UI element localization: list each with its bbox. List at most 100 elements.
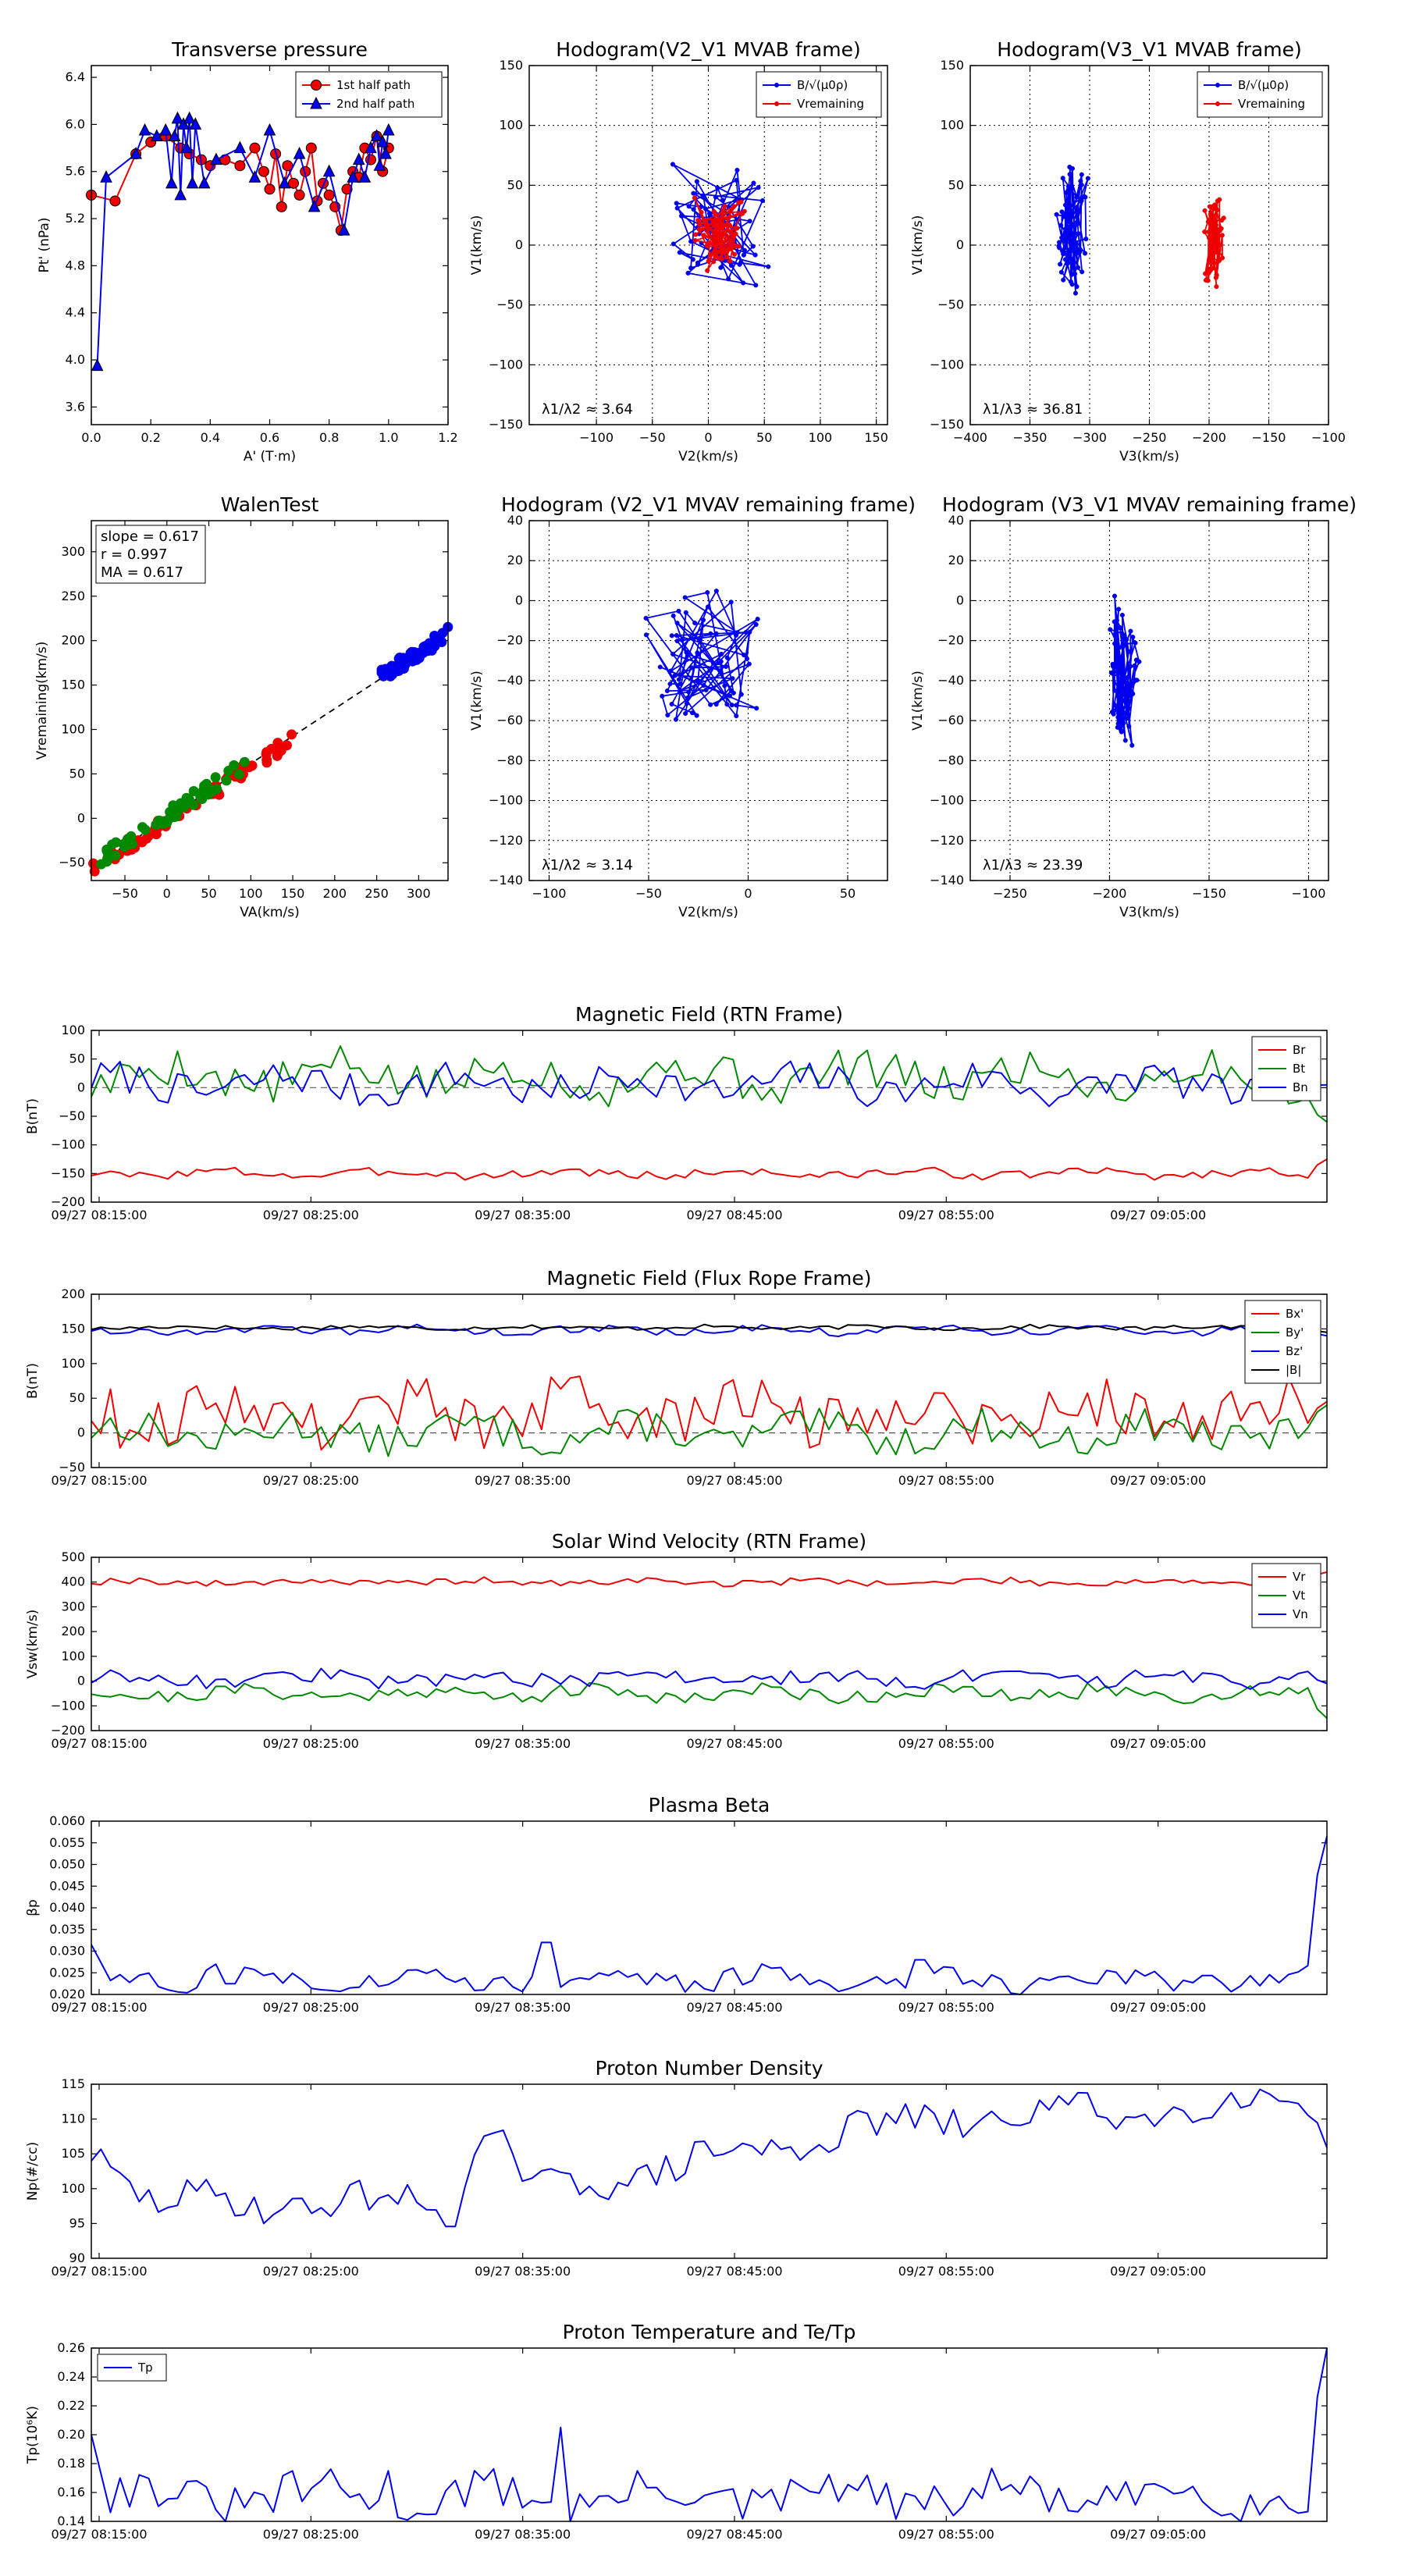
legend-entry: Bn [1293, 1080, 1308, 1094]
data-point [713, 212, 718, 217]
data-point [754, 706, 759, 711]
y-tick-label: −140 [930, 873, 964, 888]
data-point [1214, 272, 1219, 277]
x-tick-label: 0 [163, 886, 171, 901]
y-tick-label: −100 [489, 357, 523, 372]
data-point [1058, 269, 1064, 275]
y-tick-label: 100 [61, 1649, 85, 1663]
x-tick-label: 09/27 08:55:00 [898, 2264, 994, 2279]
data-point [168, 129, 181, 141]
chart-title: Magnetic Field (RTN Frame) [575, 1003, 843, 1026]
series-line [645, 590, 759, 720]
data-point [199, 781, 210, 792]
legend-marker [310, 96, 322, 109]
data-point [713, 253, 718, 258]
data-point [1216, 258, 1222, 264]
data-point [695, 262, 701, 267]
data-point [1202, 229, 1208, 234]
series-line [91, 1667, 1328, 1690]
data-point [1109, 710, 1115, 715]
legend-entry: Vremaining [1238, 97, 1305, 111]
data-point [695, 650, 700, 656]
stats-box [95, 525, 206, 584]
data-point [180, 141, 193, 154]
data-point [1119, 631, 1125, 636]
chart-np: Proton Number Density 90 95 100 105 110 115 09/… [25, 2057, 1328, 2279]
series-line [91, 1681, 1328, 1719]
y-tick-label: −80 [496, 753, 523, 767]
y-tick-label: −80 [937, 753, 964, 767]
data-point [728, 263, 734, 269]
y-tick-label: −100 [489, 793, 523, 808]
y-tick-label: 0.030 [49, 1944, 85, 1959]
data-point [239, 756, 250, 767]
x-tick-label: −50 [639, 430, 666, 445]
data-point [1062, 245, 1068, 251]
y-tick-label: 105 [61, 2146, 85, 2161]
legend-box [756, 71, 882, 118]
data-point [746, 661, 752, 667]
data-point [742, 208, 747, 214]
data-point [210, 772, 221, 783]
data-point [670, 651, 676, 657]
y-tick-label: 0 [956, 592, 964, 607]
x-axis-label: V2(km/s) [678, 449, 738, 464]
data-point [690, 257, 695, 262]
x-tick-label: 1.2 [438, 430, 457, 445]
chart-title: WalenTest [221, 493, 319, 516]
data-point [264, 183, 276, 195]
data-point [387, 667, 398, 678]
annotation: λ1/λ3 ≈ 36.81 [983, 401, 1083, 418]
data-point [1069, 222, 1074, 228]
data-point [674, 201, 679, 206]
x-tick-label: 09/27 08:25:00 [263, 2264, 359, 2279]
y-tick-label: 0.020 [49, 1987, 85, 2001]
series-0 [91, 1836, 1328, 1995]
x-axis-label: A' (T·m) [244, 449, 296, 464]
legend-entry: Br [1293, 1043, 1306, 1057]
x-tick-label: 09/27 08:45:00 [686, 2000, 782, 2015]
data-point [673, 717, 678, 722]
data-point [1079, 172, 1084, 177]
data-point [365, 141, 377, 154]
data-point [669, 633, 674, 639]
cluster-2 [376, 621, 454, 681]
legend-entry: Bt [1293, 1062, 1305, 1076]
data-point [1124, 690, 1129, 696]
data-point [1134, 678, 1140, 683]
data-point [1202, 208, 1208, 213]
data-point [1066, 197, 1072, 202]
data-point [1210, 212, 1215, 218]
x-tick-label: −150 [1252, 430, 1286, 445]
data-point [1062, 226, 1068, 232]
data-point [743, 629, 749, 635]
y-tick-label: −50 [59, 1108, 85, 1123]
data-point [668, 668, 674, 674]
data-point [1074, 284, 1080, 290]
data-point [1108, 670, 1114, 675]
data-point [685, 695, 691, 700]
data-point [717, 668, 723, 674]
data-point [674, 621, 680, 626]
data-point [705, 240, 710, 246]
data-point [1057, 245, 1062, 251]
series-line [96, 117, 389, 366]
y-tick-label: 6.0 [66, 116, 85, 131]
y-tick-label: −100 [930, 357, 964, 372]
data-point [705, 604, 710, 610]
x-tick-label: −100 [1311, 430, 1346, 445]
data-point [701, 682, 706, 688]
data-point [703, 687, 709, 692]
y-tick-label: 90 [69, 2250, 85, 2265]
data-point [358, 170, 372, 183]
y-tick-label: 0.045 [49, 1878, 85, 1893]
data-point [660, 693, 665, 699]
data-point [261, 749, 272, 760]
data-point [674, 633, 679, 639]
data-point [293, 146, 306, 159]
chart-walen: WalenTest −50 0 50 100 150 200 250 300 −50 0 50 100 1… [34, 493, 454, 920]
y-tick-label: 500 [61, 1550, 85, 1564]
x-tick-label: 09/27 09:05:00 [1110, 2527, 1206, 2542]
y-tick-label: −120 [489, 833, 523, 848]
y-tick-label: 0 [77, 1674, 85, 1688]
